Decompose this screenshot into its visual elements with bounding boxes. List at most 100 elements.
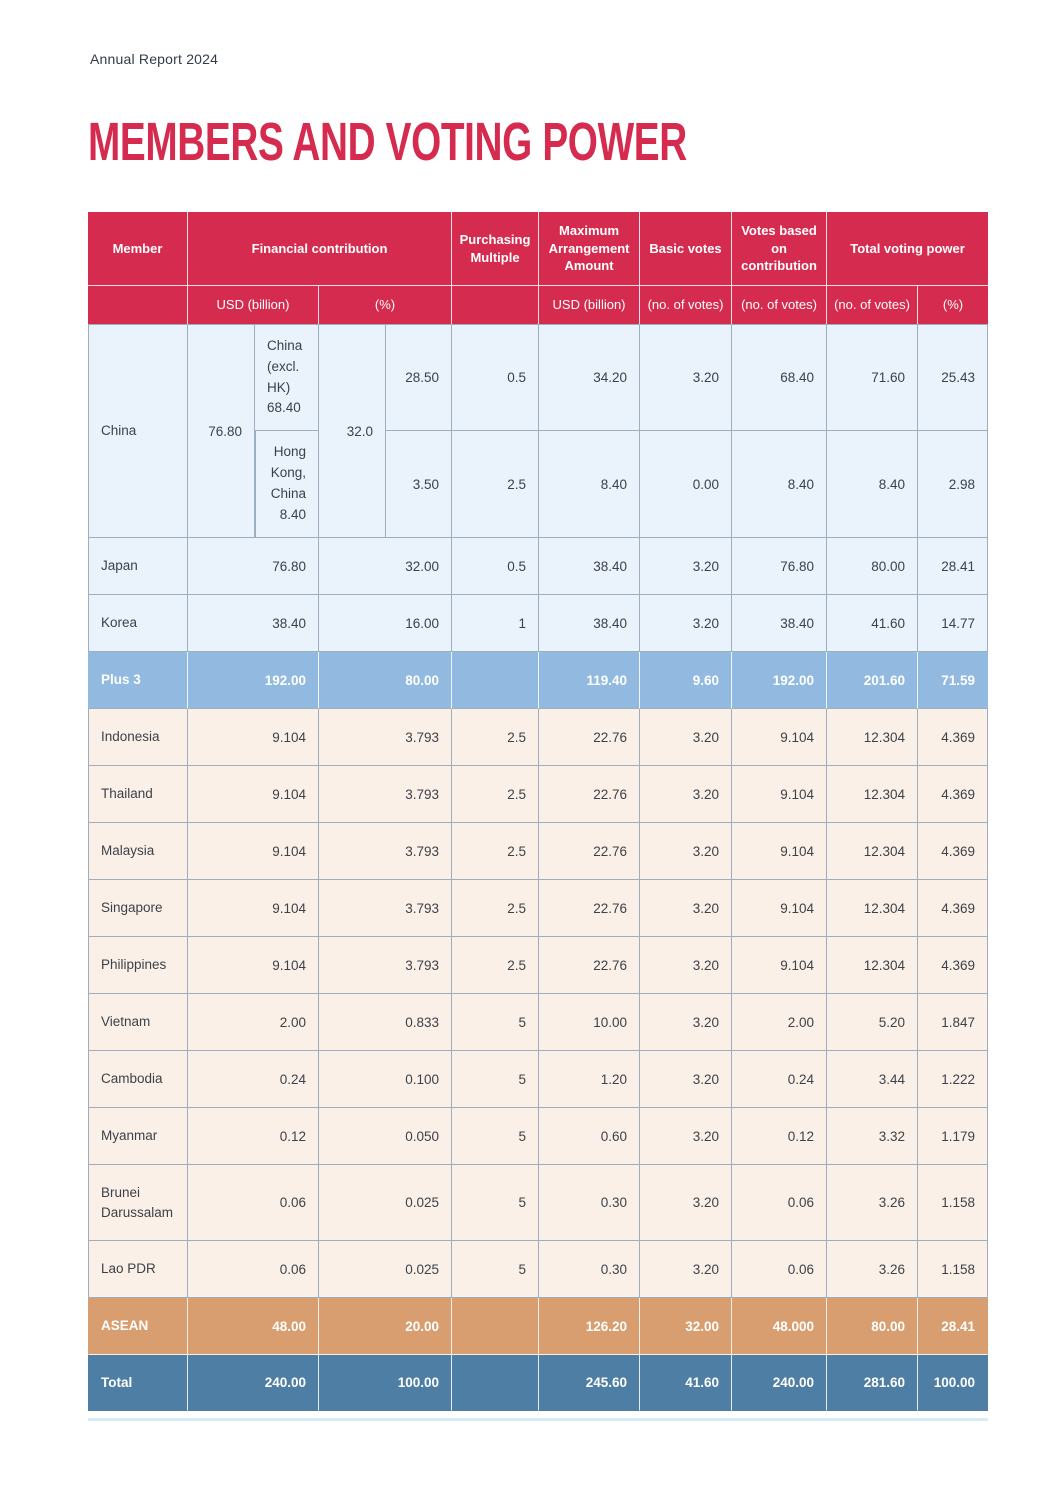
value-cell: 0.5 [452,324,540,431]
value-cell: 2.5 [452,823,540,880]
value-cell: 41.60 [640,1355,733,1411]
table-row-plus-3: Plus 3 192.00 80.00 119.40 9.60 192.00 201.60 7… [88,652,989,709]
member-cell: Myanmar [88,1108,188,1165]
table-row-korea: Korea 38.40 16.00 1 38.40 3.20 38.40 41.60 14.77 [88,595,989,652]
subheader-maa-usd-billion: USD (billion) [539,286,641,324]
table-row-malaysia: Malaysia 9.104 3.793 2.5 22.76 3.20 9.104 12.30… [88,823,989,880]
value-cell: 76.80 [732,538,828,595]
value-cell: 32.00 [640,1298,733,1355]
value-cell: 4.369 [918,823,989,880]
value-cell [452,1355,540,1411]
table-row-cambodia: Cambodia 0.24 0.100 5 1.20 3.20 0.24 3.44 1.222 [88,1051,989,1108]
table-row-singapore: Singapore 9.104 3.793 2.5 22.76 3.20 9.104 12.3… [88,880,989,937]
china-excl-hk-cell: China (excl. HK) 68.40 [255,324,319,431]
value-cell: 22.76 [539,823,641,880]
value-cell: 38.40 [539,595,641,652]
table-row-japan: Japan 76.80 32.00 0.5 38.40 3.20 76.80 80.00 28.… [88,538,989,595]
value-cell: 80.00 [827,538,919,595]
value-cell [452,652,540,709]
value-cell: 48.00 [188,1298,319,1355]
table-row-myanmar: Myanmar 0.12 0.050 5 0.60 3.20 0.12 3.32 1.179 [88,1108,989,1165]
value-cell: 5 [452,1241,540,1298]
subheader-bv-votes: (no. of votes) [640,286,733,324]
value-cell: 1.222 [918,1051,989,1108]
report-label: Annual Report 2024 [90,51,219,67]
value-cell: 22.76 [539,766,641,823]
value-cell: 9.104 [732,880,828,937]
value-cell: 10.00 [539,994,641,1051]
value-cell: 0.5 [452,538,540,595]
value-cell: 41.60 [827,595,919,652]
value-cell: 16.00 [319,595,453,652]
table-row-china-excl-hk: China 76.80 China (excl. HK) 68.40 32.0 … [88,324,989,538]
value-cell: 2.5 [452,709,540,766]
value-cell: 9.104 [732,937,828,994]
value-cell: 12.304 [827,937,919,994]
value-cell: 2.5 [452,880,540,937]
value-cell: 22.76 [539,880,641,937]
value-cell: 9.104 [188,766,319,823]
value-cell: 80.00 [319,652,453,709]
value-cell: 3.44 [827,1051,919,1108]
value-cell: 71.60 [827,324,919,431]
value-cell: 12.304 [827,823,919,880]
value-cell: 2.98 [918,431,989,538]
value-cell: 0.025 [319,1241,453,1298]
value-cell: 245.60 [539,1355,641,1411]
value-cell: 100.00 [918,1355,989,1411]
value-cell: 0.050 [319,1108,453,1165]
value-cell: 0.12 [188,1108,319,1165]
member-cell: Vietnam [88,994,188,1051]
value-cell: 2.5 [452,766,540,823]
value-cell: 0.025 [319,1165,453,1241]
subheader-fc-percent: (%) [319,286,453,324]
member-cell: Japan [88,538,188,595]
value-cell: 68.40 [732,324,828,431]
table-row-philippines: Philippines 9.104 3.793 2.5 22.76 3.20 9.104 12… [88,937,989,994]
value-cell: 28.41 [918,1298,989,1355]
value-cell: 281.60 [827,1355,919,1411]
value-cell: 3.793 [319,709,453,766]
value-cell: 1.179 [918,1108,989,1165]
value-cell: 0.12 [732,1108,828,1165]
value-cell: 12.304 [827,766,919,823]
value-cell: 12.304 [827,709,919,766]
table-row-indonesia: Indonesia 9.104 3.793 2.5 22.76 3.20 9.104 12.3… [88,709,989,766]
value-cell: 3.20 [640,595,733,652]
value-cell: 5 [452,994,540,1051]
value-cell: 119.40 [539,652,641,709]
value-cell: 14.77 [918,595,989,652]
value-cell: 76.80 [188,538,319,595]
value-cell: 4.369 [918,880,989,937]
value-cell: 34.20 [539,324,641,431]
member-cell: Philippines [88,937,188,994]
value-cell: 0.24 [188,1051,319,1108]
value-cell: 192.00 [732,652,828,709]
member-cell: China [88,324,188,538]
value-cell: 9.104 [188,709,319,766]
value-cell: 80.00 [827,1298,919,1355]
value-cell: 3.793 [319,823,453,880]
value-cell: 4.369 [918,709,989,766]
table-row-brunei-darussalam: Brunei Darussalam 0.06 0.025 5 0.30 3.20 0.06 3… [88,1165,989,1241]
value-cell: 1.20 [539,1051,641,1108]
value-cell: 2.5 [452,431,540,538]
value-cell: 3.20 [640,937,733,994]
value-cell: 3.32 [827,1108,919,1165]
value-cell: 0.06 [732,1241,828,1298]
table-row-total: Total 240.00 100.00 245.60 41.60 240.00 281.60… [88,1355,989,1411]
value-cell: 240.00 [188,1355,319,1411]
subheader-tvp-votes: (no. of votes) [827,286,919,324]
value-cell: 76.80 [188,324,255,538]
value-cell [452,1298,540,1355]
value-cell: 3.20 [640,709,733,766]
member-cell: Brunei Darussalam [88,1165,188,1241]
value-cell: 1.158 [918,1241,989,1298]
value-cell: 22.76 [539,709,641,766]
value-cell: 5 [452,1051,540,1108]
value-cell: 3.793 [319,880,453,937]
member-cell: Indonesia [88,709,188,766]
value-cell: 240.00 [732,1355,828,1411]
value-cell: 3.50 [386,431,453,538]
header-row-2: USD (billion) (%) USD (billion) (no. of … [88,286,989,324]
